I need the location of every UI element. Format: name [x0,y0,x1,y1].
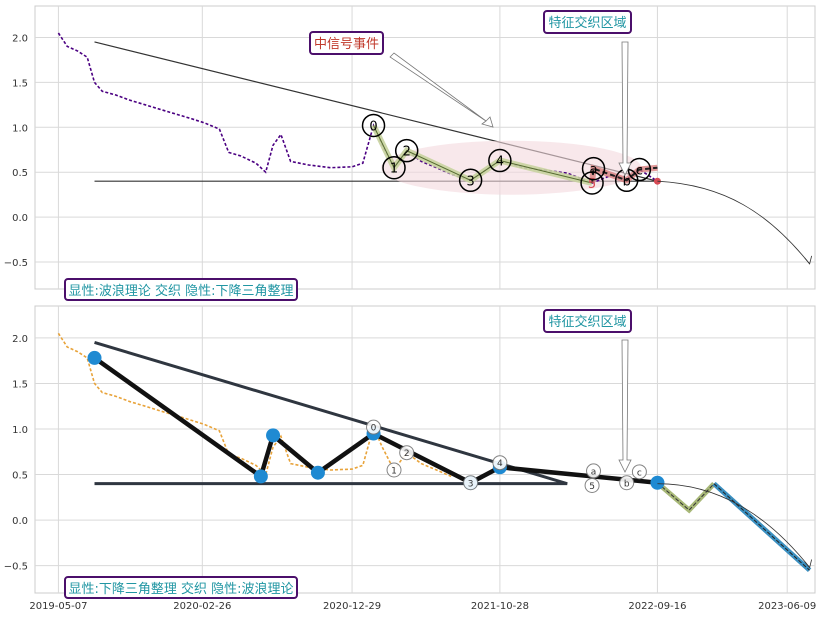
wave-label-0: 0 [369,119,377,134]
y-tick-label: 0.0 [12,213,28,224]
top-panel: 0 12 3 4 5a bc −0.5 0.0 0.5 1.0 1.5 2.0 [4,5,816,290]
y-tick-label: 1.5 [12,379,28,390]
pivot-point [310,465,325,480]
wave-label-0: 0 [371,424,377,434]
forecast-curve [657,180,810,265]
bottom-legend-label: 显性:下降三角整理 交织 隐性:波浪理论 [68,581,293,597]
wave-marker-a [581,156,606,181]
wave-label-4: 4 [496,155,504,170]
wave-label-c: c [636,164,643,179]
pivot-point [650,475,665,490]
y-tick-label: 0.0 [12,516,28,527]
wave-marker-3 [458,168,483,193]
abc-correction-outline [591,166,658,184]
wave-label-2: 2 [404,449,410,459]
x-tick-label: 2021-10-28 [471,601,529,612]
bottom-feature-area-box: 特征交织区域 [543,309,632,333]
x-tick-label: 2023-06-09 [758,601,816,612]
bottom-plot-area [34,305,816,594]
wave-label-a: a [590,163,598,178]
wave-label-5: 5 [589,482,595,492]
x-tick-label: 2020-12-29 [323,601,381,612]
bottom-gridlines [35,306,815,593]
bottom-chart-marks: 0 12 3 4 5 a bc [57,332,813,573]
wave-marker-4 [488,148,512,173]
forecast-arrowhead [804,559,813,569]
wave-marker-1 [386,462,402,478]
wave-marker-2 [399,445,415,461]
pivot-point [266,428,281,443]
wave-marker-4 [492,455,508,471]
wave-label-2: 2 [403,145,411,160]
wave-marker-0 [366,419,382,435]
forecast-curve [657,483,810,568]
pivot-point [87,350,102,365]
wave-label-3: 3 [468,479,474,489]
signal-event-label: 中信号事件 [314,37,379,52]
top-legend-label: 显性:波浪理论 交织 隐性:下降三角整理 [68,283,293,299]
wave-label-1: 1 [391,467,397,477]
x-tick-label: 2019-05-07 [29,601,87,612]
wave-label-c: c [637,468,642,478]
bottom-feature-area-label: 特征交织区域 [548,314,626,330]
y-tick-label: 1.0 [12,425,28,436]
wave-marker-c [631,464,647,480]
wave-marker-3 [463,475,479,491]
y-tick-label: 2.0 [12,33,28,44]
triangle-pattern [94,341,568,486]
y-tick-label: 2.0 [12,334,28,345]
y-tick-label: −0.5 [4,258,28,269]
y-tick-label: 1.0 [12,123,28,134]
x-tick-label: 2022-09-16 [628,601,686,612]
wave-marker-5 [580,171,604,195]
bottom-legend-box: 显性:下降三角整理 交织 隐性:波浪理论 [64,576,298,599]
top-y-tick-labels: −0.5 0.0 0.5 1.0 1.5 2.0 [4,33,28,269]
feature-area-arrow [618,41,632,176]
signal-event-arrow [389,52,494,128]
bottom-panel: 0 12 3 4 5 a bc −0.5 0.0 0.5 1.0 1.5 2.0 2019-05-07… [4,305,816,612]
wave-marker-a [586,463,602,479]
y-tick-label: −0.5 [4,562,28,573]
forecast-segment-blue-outline [713,483,810,571]
top-feature-area-label: 特征交织区域 [548,15,626,31]
forecast-segment-green-outline [657,482,715,511]
x-tick-labels: 2019-05-07 2020-02-26 2020-12-29 2021-10-28… [29,601,816,612]
y-tick-label: 1.5 [12,78,28,89]
signal-event-box: 中信号事件 [309,31,384,55]
wave-marker-b [619,475,635,491]
wave-label-1: 1 [390,162,398,177]
bottom-y-tick-labels: −0.5 0.0 0.5 1.0 1.5 2.0 [4,334,28,573]
wave-label-3: 3 [466,174,474,189]
wave-marker-1 [382,155,406,180]
wave-label-a: a [591,467,597,477]
pivot-point [253,469,268,484]
top-legend-box: 显性:波浪理论 交织 隐性:下降三角整理 [64,278,298,301]
wave-label-b: b [624,479,630,489]
price-series-line [57,32,658,184]
wave-marker-c [627,157,652,182]
y-tick-label: 0.5 [12,471,28,482]
wave-label-5: 5 [588,177,596,192]
wave-label-b: b [623,174,631,189]
wave-label-4: 4 [497,459,503,469]
top-feature-area-box: 特征交织区域 [543,10,632,34]
top-chart-marks: 0 12 3 4 5a bc [57,32,813,265]
wave-marker-2 [394,138,419,163]
price-series-line [57,332,452,478]
wave-marker-0 [361,113,386,138]
forecast-arrowhead [804,255,813,265]
feature-area-arrow [618,339,632,473]
y-tick-label: 0.5 [12,168,28,179]
x-tick-label: 2020-02-26 [173,601,231,612]
wave-path-outline [373,125,593,184]
wave-marker-5 [584,477,600,493]
